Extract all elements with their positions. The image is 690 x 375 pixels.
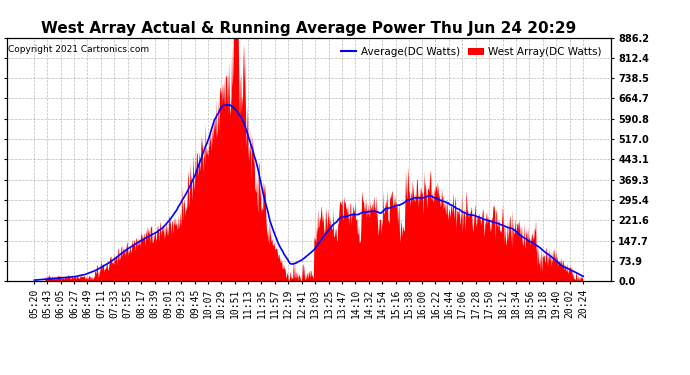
Title: West Array Actual & Running Average Power Thu Jun 24 20:29: West Array Actual & Running Average Powe…	[41, 21, 576, 36]
Text: Copyright 2021 Cartronics.com: Copyright 2021 Cartronics.com	[8, 45, 149, 54]
Legend: Average(DC Watts), West Array(DC Watts): Average(DC Watts), West Array(DC Watts)	[337, 43, 605, 61]
